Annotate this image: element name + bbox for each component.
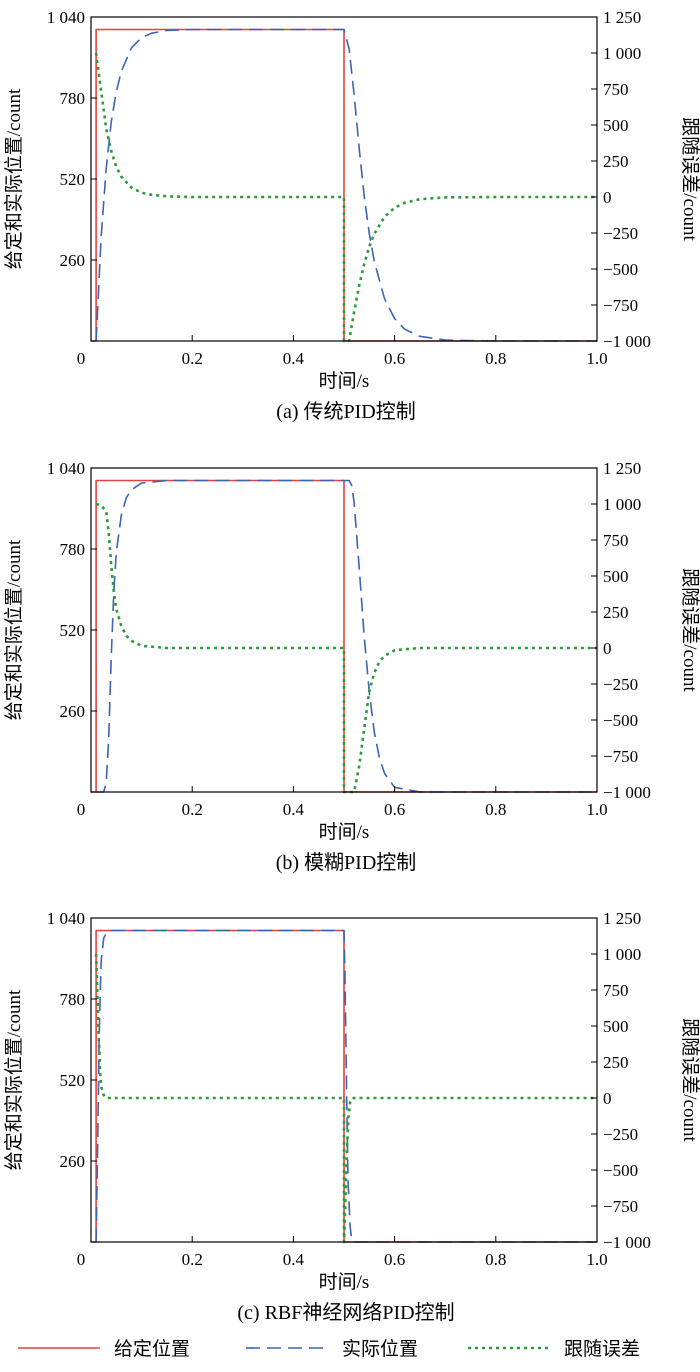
y2-tick-label: 750: [603, 981, 629, 1000]
y-tick-label: 520: [60, 170, 86, 189]
x-tick-label: 0: [77, 349, 86, 368]
y-tick-label: 260: [60, 251, 86, 270]
y2-tick-label: −1 000: [603, 332, 651, 351]
y-axis-title: 给定和实际位置/count: [3, 88, 25, 269]
y2-tick-label: −500: [603, 1161, 638, 1180]
chart-panel-1: 0 0.2 0.4 0.6 0.8 1.0 260 520 780 1 040 −1 000 −750…: [3, 8, 700, 423]
y2-tick-label: 1 000: [603, 945, 641, 964]
y2-tick-label: −500: [603, 711, 638, 730]
series-line-setpoint: [91, 28, 597, 342]
legend-item-error: 跟随误差: [468, 1338, 640, 1360]
y2-tick-label: 750: [603, 531, 629, 550]
chart-panel-3: 0 0.2 0.4 0.6 0.8 1.0 260 520 780 1 040 −1 000 −750…: [3, 909, 700, 1324]
y2-tick-label: 1 250: [603, 459, 641, 478]
y2-axis-title: 跟随误差/count: [679, 1018, 700, 1142]
y2-tick-label: 500: [603, 567, 629, 586]
y-tick-label: 1 040: [47, 459, 85, 478]
series-line-actual: [95, 929, 597, 1243]
x-tick-label: 0.2: [182, 800, 203, 819]
y-tick-label: 1 040: [47, 8, 85, 27]
x-tick-label: 1.0: [586, 800, 607, 819]
series-group: [91, 28, 597, 343]
y2-tick-label: 0: [603, 188, 612, 207]
x-tick-label: 0.6: [384, 800, 405, 819]
legend-label-setpoint: 给定位置: [114, 1338, 190, 1360]
legend-item-setpoint: 给定位置: [18, 1338, 190, 1360]
y-tick-label: 260: [60, 1152, 86, 1171]
y2-tick-label: 250: [603, 152, 629, 171]
y-tick-label: 260: [60, 702, 86, 721]
x-tick-label: 1.0: [586, 349, 607, 368]
x-tick-label: 0.8: [485, 349, 506, 368]
y-tick-label: 780: [60, 89, 86, 108]
panel-caption: (b) 模糊PID控制: [276, 851, 417, 874]
legend-label-actual: 实际位置: [342, 1338, 418, 1360]
y-tick-label: 520: [60, 1071, 86, 1090]
series-group: [91, 479, 597, 794]
x-axis-title: 时间/s: [319, 821, 370, 843]
y2-axis-title: 跟随误差/count: [679, 568, 700, 692]
series-line-actual: [95, 28, 597, 342]
y2-tick-label: −750: [603, 1197, 638, 1216]
series-line-error: [94, 953, 597, 1244]
y2-tick-label: 0: [603, 1089, 612, 1108]
y2-tick-label: 1 250: [603, 8, 641, 27]
y-axis-title: 给定和实际位置/count: [3, 989, 25, 1170]
y2-tick-label: −250: [603, 675, 638, 694]
y-tick-label: 520: [60, 621, 86, 640]
legend: 给定位置 实际位置 跟随误差: [18, 1338, 640, 1360]
y-axis-title: 给定和实际位置/count: [3, 539, 25, 720]
x-axis-title: 时间/s: [319, 1271, 370, 1293]
series-group: [91, 929, 597, 1244]
x-tick-label: 0.2: [182, 1250, 203, 1269]
y2-tick-label: −250: [603, 224, 638, 243]
x-axis-title: 时间/s: [319, 370, 370, 392]
x-tick-label: 1.0: [586, 1250, 607, 1269]
y2-tick-label: −500: [603, 260, 638, 279]
y2-tick-label: 1 250: [603, 909, 641, 928]
y-tick-label: 1 040: [47, 909, 85, 928]
series-line-actual: [96, 479, 597, 793]
y2-tick-label: 500: [603, 116, 629, 135]
y2-tick-label: −250: [603, 1125, 638, 1144]
y-tick-label: 780: [60, 540, 86, 559]
series-line-setpoint: [91, 479, 597, 793]
y2-tick-label: 500: [603, 1017, 629, 1036]
y2-tick-label: −750: [603, 747, 638, 766]
x-tick-label: 0.6: [384, 1250, 405, 1269]
y2-tick-label: 1 000: [603, 44, 641, 63]
y-tick-label: 780: [60, 990, 86, 1009]
y2-tick-label: 250: [603, 1053, 629, 1072]
panel-caption: (a) 传统PID控制: [276, 400, 415, 423]
x-tick-label: 0.4: [283, 800, 305, 819]
x-tick-label: 0.8: [485, 800, 506, 819]
x-tick-label: 0.6: [384, 349, 405, 368]
x-tick-label: 0.2: [182, 349, 203, 368]
x-tick-label: 0: [77, 800, 86, 819]
y2-tick-label: 0: [603, 639, 612, 658]
series-line-error: [94, 52, 597, 343]
y2-tick-label: 250: [603, 603, 629, 622]
y2-tick-label: 750: [603, 80, 629, 99]
y2-tick-label: 1 000: [603, 495, 641, 514]
y2-tick-label: −1 000: [603, 783, 651, 802]
legend-item-actual: 实际位置: [246, 1338, 418, 1360]
chart-panel-2: 0 0.2 0.4 0.6 0.8 1.0 260 520 780 1 040 −1 000 −750…: [3, 459, 700, 874]
x-tick-label: 0.8: [485, 1250, 506, 1269]
x-tick-label: 0.4: [283, 349, 305, 368]
y2-axis-title: 跟随误差/count: [679, 117, 700, 241]
x-tick-label: 0: [77, 1250, 86, 1269]
y2-tick-label: −750: [603, 296, 638, 315]
legend-label-error: 跟随误差: [564, 1338, 640, 1360]
series-line-setpoint: [91, 929, 597, 1243]
y2-tick-label: −1 000: [603, 1233, 651, 1252]
panel-caption: (c) RBF神经网络PID控制: [237, 1301, 454, 1324]
x-tick-label: 0.4: [283, 1250, 305, 1269]
series-line-error: [95, 502, 597, 794]
